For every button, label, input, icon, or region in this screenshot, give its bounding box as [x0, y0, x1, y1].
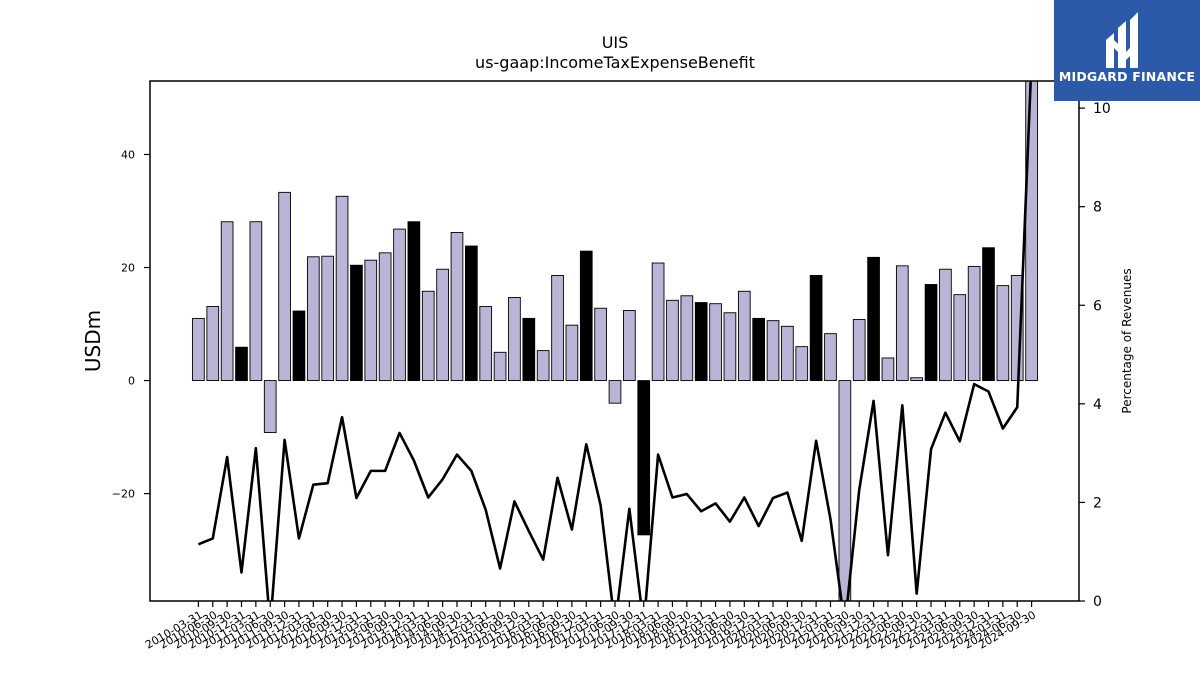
bar-2015-03-31	[479, 306, 493, 382]
bar-2018-06-30	[666, 299, 679, 382]
bar-2020-12-31	[809, 274, 823, 382]
bar-2014-06-30	[436, 268, 449, 382]
bar-2013-09-30	[393, 228, 406, 382]
bar-2019-03-31	[709, 303, 722, 382]
bar-2013-06-30	[378, 252, 392, 382]
bar-2022-12-31	[924, 284, 938, 382]
x-axis: 2010-03-312010-06-302010-09-302010-12-31…	[143, 601, 1038, 652]
y2-axis-label: Percentage of Revenues	[1120, 268, 1134, 413]
bar-2018-09-30	[680, 295, 694, 382]
bar-2022-03-31	[881, 357, 895, 382]
bar-2018-12-31	[694, 302, 708, 382]
bar-series	[192, 81, 1038, 601]
y2-tick-label: 10	[1093, 101, 1111, 117]
bar-2014-12-31	[465, 245, 478, 382]
bar-2015-12-31	[522, 317, 536, 382]
bar-2011-09-30	[278, 191, 291, 382]
bar-2010-12-31	[235, 346, 248, 382]
bar-2012-12-31	[350, 264, 363, 382]
y2-tick-label: 4	[1093, 397, 1102, 413]
bar-2013-03-31	[364, 259, 378, 382]
bar-2023-12-31	[982, 247, 995, 382]
bar-2012-03-31	[306, 256, 320, 382]
bar-2017-12-31	[637, 380, 651, 536]
bar-2012-06-30	[321, 255, 335, 382]
bar-2011-06-30	[263, 380, 277, 434]
bar-2015-06-30	[493, 351, 507, 382]
bar-2013-12-31	[407, 221, 421, 382]
y2-tick-label: 8	[1093, 200, 1102, 216]
bar-2021-06-30	[838, 380, 852, 601]
chart-subtitle: us-gaap:IncomeTaxExpenseBenefit	[475, 53, 755, 72]
bar-2011-03-31	[249, 221, 263, 382]
bar-2010-03-31	[192, 317, 205, 382]
bar-2023-09-30	[967, 265, 981, 382]
bar-2021-03-31	[824, 333, 837, 382]
percentage-line	[197, 81, 1032, 601]
bar-2022-09-30	[910, 377, 924, 382]
bar-2022-06-30	[895, 265, 909, 382]
logo-text: MIDGARD FINANCE	[1058, 69, 1196, 84]
bar-2012-09-30	[335, 195, 349, 382]
y-tick-label: 20	[121, 262, 135, 275]
bar-2017-09-30	[623, 310, 636, 382]
bar-2016-03-31	[536, 350, 550, 382]
bar-2021-09-30	[852, 319, 866, 382]
bar-2019-06-30	[723, 312, 737, 382]
y-tick-label: −20	[112, 488, 135, 501]
bar-2018-03-31	[651, 262, 665, 382]
y2-tick-label: 6	[1093, 298, 1102, 314]
bar-2017-03-31	[594, 307, 607, 382]
bar-2023-03-31	[939, 268, 952, 382]
y2-axis: 0 2 4 6 8 10	[1079, 101, 1111, 610]
bar-2019-09-30	[737, 290, 751, 382]
bar-2010-06-30	[206, 306, 220, 382]
y2-tick-label: 0	[1093, 594, 1102, 610]
bar-2014-09-30	[450, 232, 464, 382]
bar-2024-09-30	[1025, 81, 1038, 382]
bar-2020-06-30	[781, 325, 794, 382]
bar-2017-06-30	[608, 380, 622, 404]
bar-2024-03-31	[996, 285, 1010, 382]
y-tick-label: 0	[128, 375, 135, 388]
bar-2020-09-30	[795, 346, 809, 382]
brand-logo: MIDGARD FINANCE	[1054, 0, 1200, 101]
bar-2014-03-31	[421, 290, 435, 382]
y-axis: −20 0 20 40	[112, 148, 150, 501]
bar-2016-06-30	[551, 274, 564, 382]
line-series	[197, 81, 1032, 601]
bar-2016-09-30	[565, 324, 579, 382]
bar-2021-12-31	[867, 256, 880, 382]
y-tick-label: 40	[121, 148, 135, 161]
bar-2020-03-31	[766, 320, 780, 382]
bar-2016-12-31	[579, 250, 593, 382]
bar-2023-06-30	[953, 294, 967, 382]
bar-2019-12-31	[752, 317, 766, 382]
bar-2011-12-31	[292, 310, 306, 382]
logo-mark-icon	[1106, 12, 1138, 68]
y2-tick-label: 2	[1093, 495, 1102, 511]
bar-2010-09-30	[220, 221, 234, 382]
y-axis-label: USDm	[81, 310, 105, 372]
bar-2015-09-30	[508, 297, 521, 382]
chart-title: UIS	[602, 33, 629, 52]
